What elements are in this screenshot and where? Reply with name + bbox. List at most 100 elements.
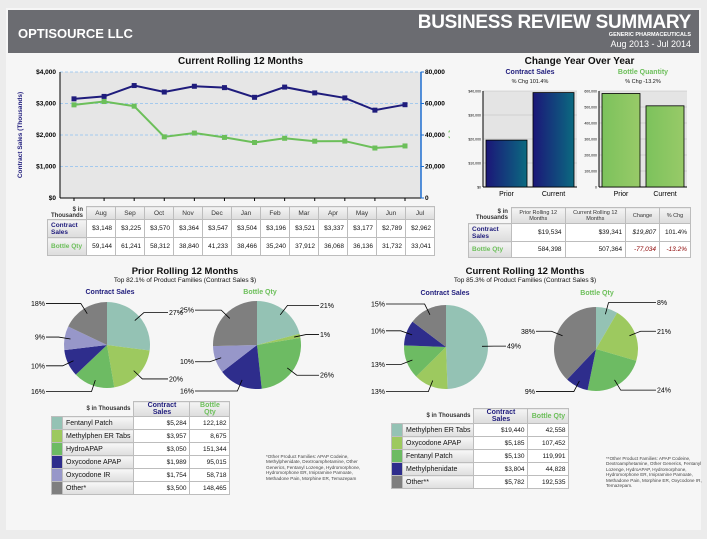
product-name: Methylphen ER Tabs: [401, 423, 475, 437]
rolling-chart-title: Current Rolling 12 Months: [178, 56, 303, 67]
legend-swatch: [391, 436, 403, 450]
cell: 148,465: [189, 481, 231, 495]
category-label: Prior: [499, 191, 514, 198]
cell: -77,034: [625, 241, 660, 258]
pie-slice: [257, 333, 301, 345]
slice-label: 10%: [31, 363, 45, 370]
current-pie2-title: Bottle Qty: [580, 290, 614, 297]
pie-slice: [446, 305, 488, 389]
data-point: [342, 138, 348, 144]
bar-prior: [485, 139, 528, 188]
slice-label: 24%: [657, 388, 671, 395]
leader-line: [386, 330, 413, 336]
pie-slice: [257, 301, 300, 345]
cell: $3,225: [115, 219, 145, 238]
data-point: [71, 96, 77, 102]
product-name: Oxycodone APAP: [61, 455, 135, 469]
slice-label: 1%: [320, 332, 330, 339]
current-subtitle: Top 85.3% of Product Families (Contract …: [453, 277, 597, 284]
leader-line: [386, 359, 413, 365]
slice-label: 16%: [31, 389, 45, 396]
tick-label: $10,000: [468, 162, 481, 166]
cell: 122,182: [189, 416, 231, 430]
col-header-contract-sales: Contract Sales: [133, 401, 191, 417]
leader-line: [386, 380, 434, 393]
cell: $19,534: [510, 223, 566, 242]
bar-current: [645, 105, 685, 188]
cell: $3,804: [473, 462, 529, 476]
category-label: Current: [542, 191, 565, 198]
leader-line: [133, 370, 168, 380]
cell: 38,466: [231, 237, 261, 256]
cell: 42,558: [527, 423, 570, 437]
col-header: Current Rolling 12 Months: [564, 207, 627, 224]
pie-slice: [404, 345, 446, 377]
cell: $1,754: [133, 468, 191, 482]
leader-line: [195, 357, 222, 363]
tick-label: $40,000: [468, 90, 481, 94]
legend-swatch: [51, 455, 63, 469]
right-tick-label: 40,000: [425, 132, 445, 139]
tick-label: 200,000: [584, 154, 597, 158]
product-name: Other*: [61, 481, 135, 495]
col-header: Change: [625, 207, 660, 224]
yoy-table: $ in Thousands Prior Rolling 12 Months C…: [468, 207, 691, 258]
tick-label: 100,000: [584, 170, 597, 174]
slice-label: 9%: [35, 335, 45, 342]
legend-swatch: [51, 442, 63, 456]
product-name: Oxycodone APAP: [401, 436, 475, 450]
tick-label: $30,000: [468, 114, 481, 118]
cell: 192,535: [527, 475, 570, 489]
pie-slice: [64, 345, 107, 375]
product-name: Fentanyl Patch: [61, 416, 135, 430]
leader-line: [536, 380, 580, 392]
month-header: Oct: [144, 206, 174, 220]
leader-line: [46, 379, 96, 392]
pie-charts: 27% 20% 16% 10% 9% 18% 21% 1% 26% 16% 10% 25% 49% 13%…: [31, 300, 671, 396]
cell: $39,341: [564, 223, 627, 242]
month-header: May: [347, 206, 377, 220]
data-point: [101, 99, 107, 105]
cell: $3,050: [133, 442, 191, 456]
row-label: Bottle Qty: [468, 241, 512, 258]
legend-swatch: [391, 462, 403, 476]
table-row: Other** $5,782 192,535: [391, 475, 570, 489]
series-line-bottle-qty: [73, 100, 406, 150]
table-row: Methylphen ER Tabs $3,957 8,675: [51, 429, 231, 443]
cell: $3,177: [347, 219, 377, 238]
table-row: Oxycodone APAP $5,185 107,452: [391, 436, 570, 450]
leader-line: [46, 336, 71, 340]
left-tick-label: $4,000: [36, 69, 56, 76]
rolling-line-chart: $0 0 $1,000 20,000 $2,000 40,000 $3,000 60,000 $…: [17, 69, 450, 202]
tick-label: 400,000: [584, 122, 597, 126]
data-point: [312, 90, 318, 96]
product-name: Oxycodone IR: [61, 468, 135, 482]
tick-label: 600,000: [584, 90, 597, 94]
yoy-title: Change Year Over Year: [524, 56, 635, 67]
right-tick-label: 0: [425, 195, 429, 202]
right-axis-title: Bottle Qty: [448, 106, 450, 140]
row-label: Contract Sales: [47, 219, 87, 238]
table-corner: $ in Thousands: [426, 412, 471, 419]
table-row: Fentanyl Patch $5,130 119,991: [391, 449, 570, 463]
slice-label: 26%: [320, 373, 334, 380]
cell: 44,828: [527, 462, 570, 476]
pie-slice: [596, 307, 618, 349]
slice-label: 27%: [169, 310, 183, 317]
legend-swatch: [51, 468, 63, 482]
table-row: Other* $3,500 148,465: [51, 481, 231, 495]
leader-line: [386, 303, 431, 315]
yoy-contract-pct: % Chg 101.4%: [511, 79, 549, 85]
cell: $2,789: [376, 219, 406, 238]
slice-label: 18%: [31, 301, 45, 308]
slice-label: 10%: [371, 328, 385, 335]
pie-slice: [75, 345, 115, 388]
cell: 58,312: [144, 237, 174, 256]
month-header: Mar: [289, 206, 319, 220]
prior-pie2-title: Bottle Qty: [243, 289, 277, 296]
pie-slice: [64, 326, 107, 351]
left-tick-label: $1,000: [36, 164, 56, 171]
slice-label: 8%: [657, 300, 667, 307]
pie-slice: [257, 337, 302, 389]
month-header: Apr: [318, 206, 348, 220]
